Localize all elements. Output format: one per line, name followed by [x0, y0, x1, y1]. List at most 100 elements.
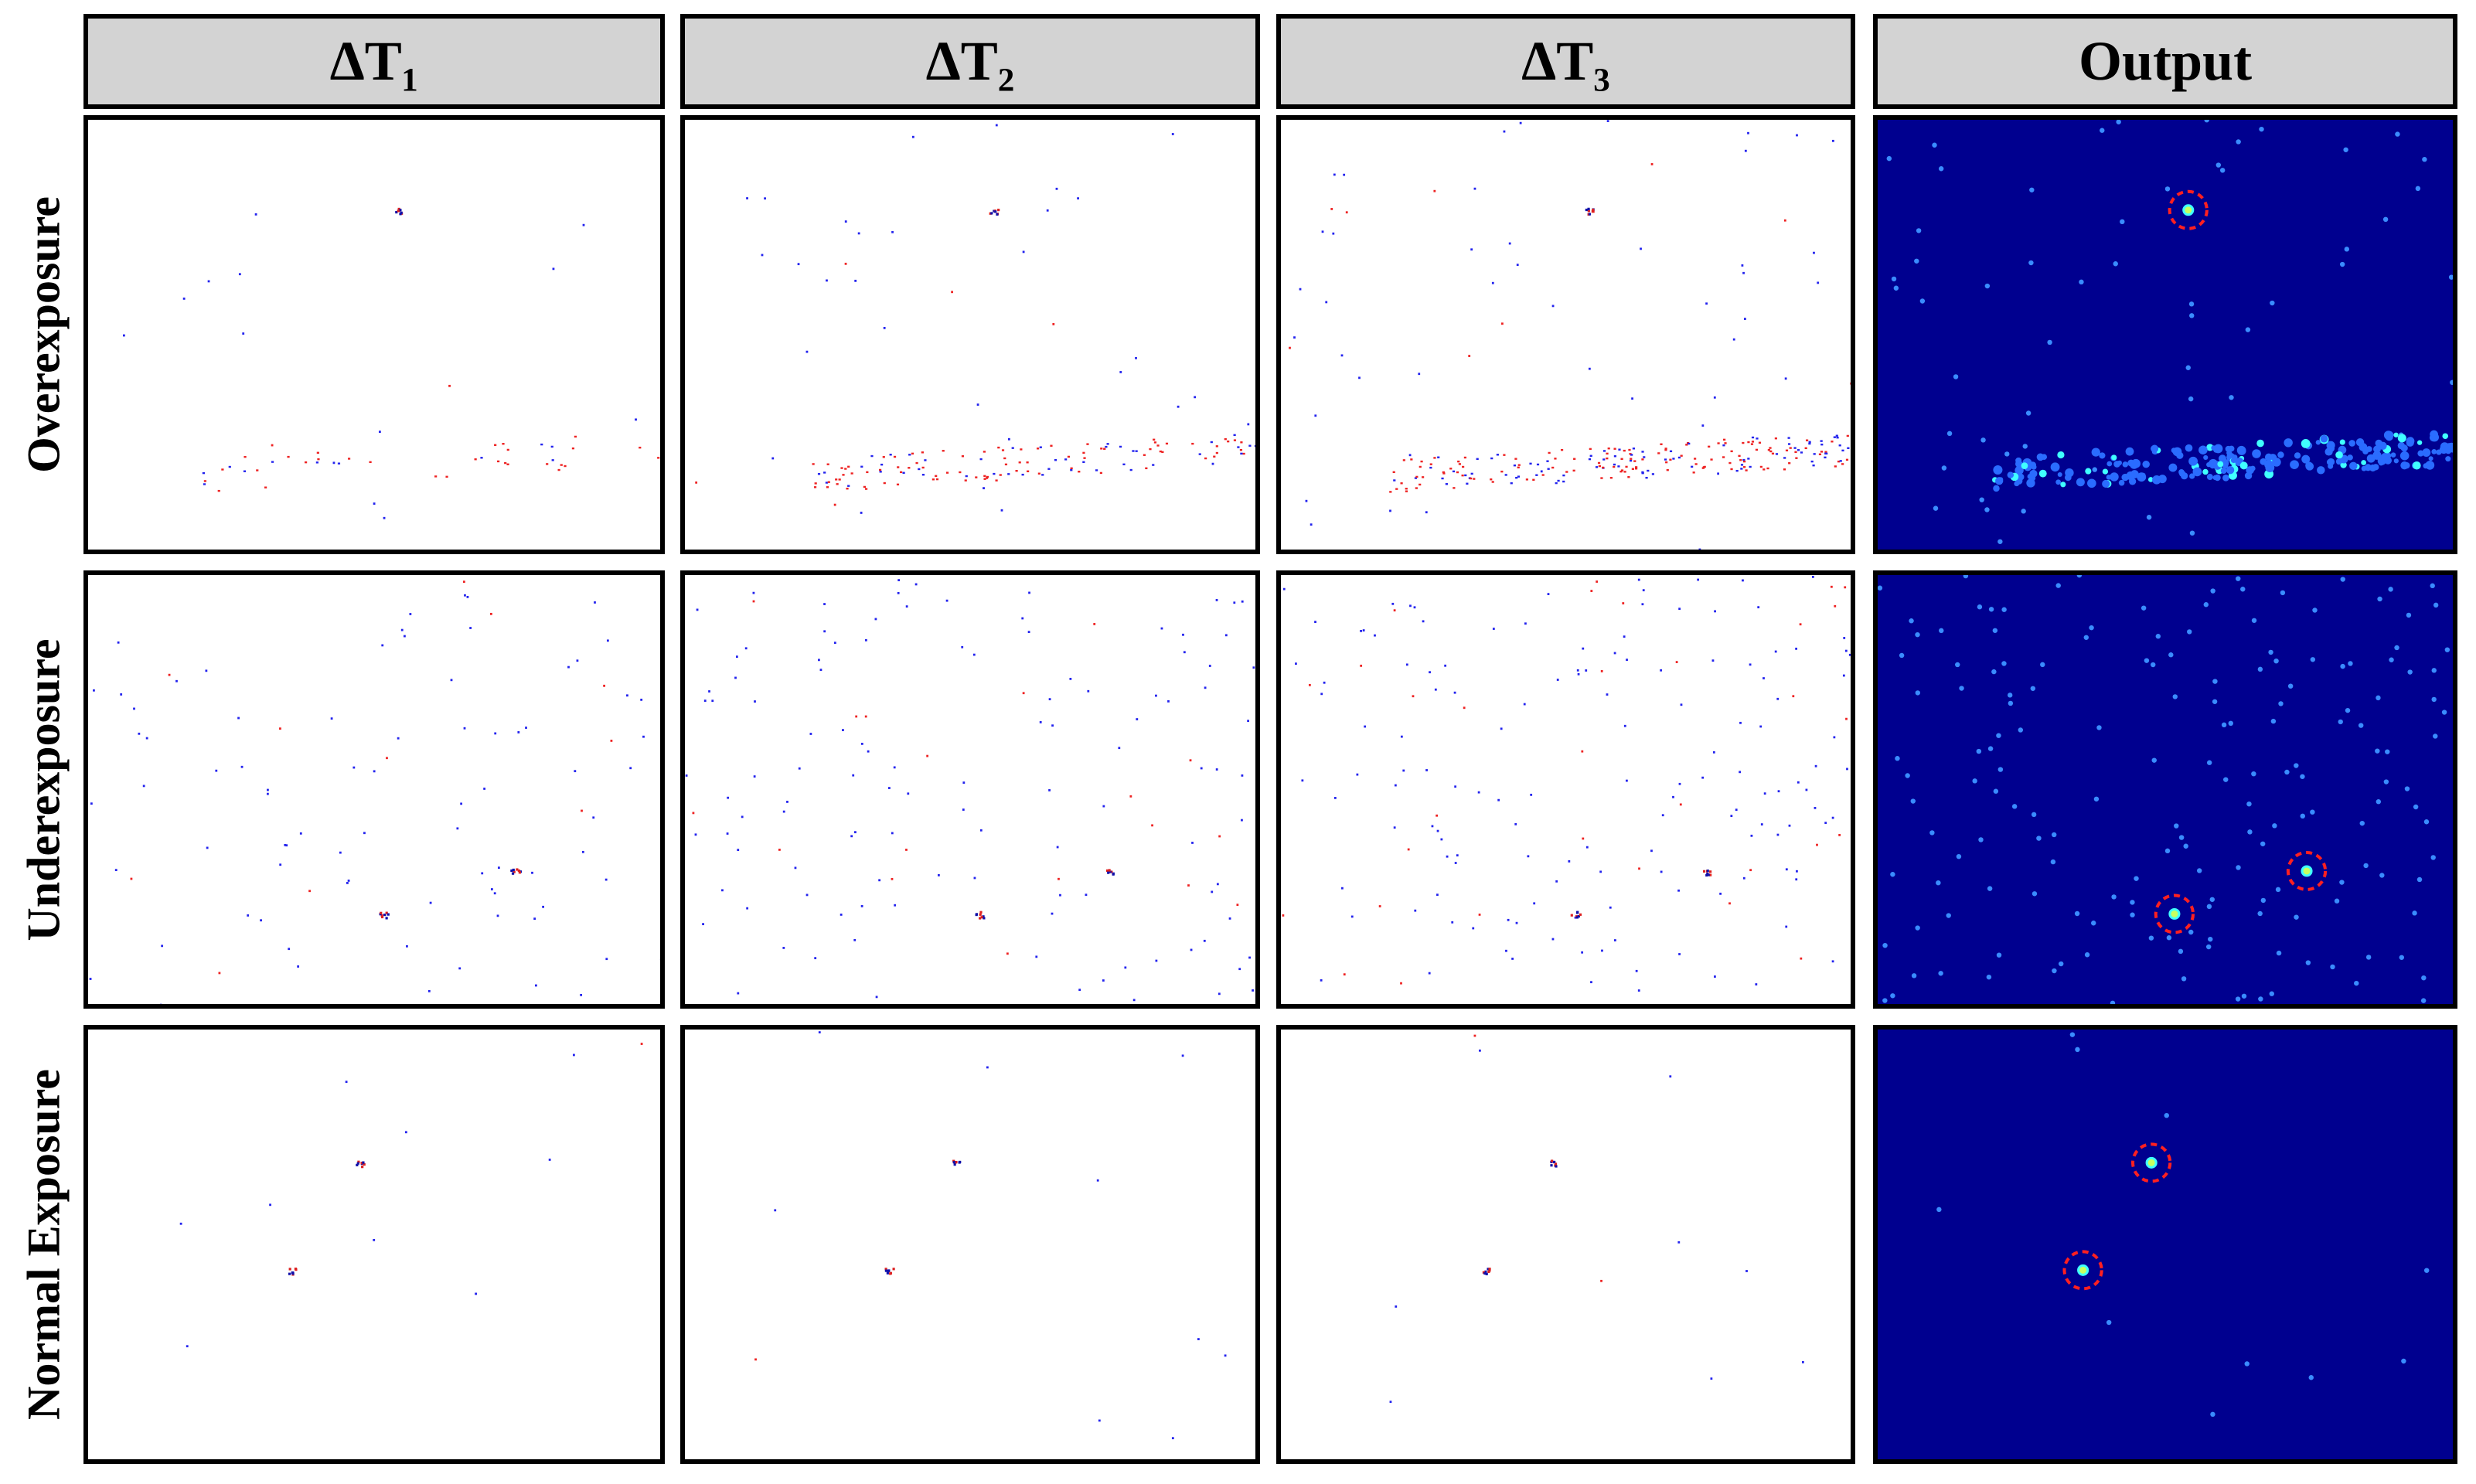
event-cluster — [983, 917, 986, 920]
spot — [2428, 456, 2433, 461]
event-cluster — [1109, 870, 1112, 873]
event-dot — [794, 866, 797, 870]
event-dot — [490, 888, 493, 890]
spot — [1979, 497, 1984, 502]
spot — [2134, 876, 2139, 881]
spot — [2335, 458, 2342, 465]
event-dot — [1191, 842, 1194, 844]
spot — [2202, 468, 2209, 475]
event-dot — [1562, 480, 1565, 483]
event-dot — [1233, 434, 1236, 437]
event-dot — [1507, 918, 1510, 921]
spot — [2272, 823, 2277, 829]
event-dot — [891, 832, 894, 835]
event-dot — [1669, 450, 1673, 453]
event-dot — [1632, 448, 1635, 450]
panel-image — [695, 124, 1255, 514]
event-dot — [466, 595, 469, 598]
event-dot — [1510, 482, 1513, 485]
spot — [2348, 440, 2355, 447]
event-dot — [1078, 989, 1081, 992]
event-dot — [823, 471, 826, 474]
event-dot — [117, 641, 120, 644]
event-dot — [1767, 448, 1770, 451]
event-cluster — [1570, 914, 1573, 917]
event-dot — [1739, 459, 1742, 461]
event-dot — [1697, 578, 1700, 581]
event-dot — [1405, 490, 1408, 492]
spot — [2310, 809, 2315, 815]
event-dot — [1843, 637, 1846, 639]
event-dot — [1429, 466, 1432, 469]
event-dot — [1837, 460, 1841, 463]
spot — [1890, 993, 1895, 999]
event-dot — [429, 901, 432, 904]
event-dot — [875, 996, 878, 999]
event-dot — [1771, 452, 1775, 455]
event-dot — [979, 458, 983, 461]
event-cluster — [517, 869, 520, 873]
spot — [2326, 441, 2335, 450]
spot — [2188, 929, 2194, 935]
event-dot — [1785, 449, 1789, 451]
event-dot — [1730, 468, 1733, 471]
spot — [2406, 612, 2412, 618]
event-dot — [533, 917, 536, 921]
event-dot — [1560, 448, 1564, 451]
event-dot — [1454, 862, 1457, 864]
event-dot — [874, 618, 877, 621]
event-dot — [1619, 470, 1623, 473]
event-dot — [1629, 459, 1633, 462]
event-dot — [847, 485, 850, 487]
event-dot — [1631, 397, 1633, 400]
spot — [2431, 668, 2437, 673]
event-dot — [1785, 868, 1788, 871]
event-dot — [995, 124, 998, 127]
event-dot — [1476, 458, 1479, 461]
event-dot — [1093, 623, 1096, 625]
event-dot — [1503, 454, 1506, 456]
event-dot — [269, 1203, 271, 1207]
event-cluster — [1706, 872, 1709, 876]
event-dot — [1415, 487, 1418, 489]
spot — [2344, 247, 2350, 252]
spot — [2312, 608, 2318, 613]
spot — [2130, 470, 2139, 478]
event-dot — [1511, 958, 1514, 960]
event-cluster — [294, 1268, 298, 1271]
event-dot — [1680, 454, 1683, 457]
event-dot — [138, 732, 141, 735]
event-dot — [363, 832, 366, 835]
event-dot — [1797, 781, 1800, 784]
event-dot — [1419, 483, 1422, 486]
event-dot — [1722, 444, 1725, 447]
event-cluster — [1487, 1268, 1490, 1271]
event-dot — [1420, 460, 1423, 463]
spot — [2130, 900, 2135, 905]
event-dot — [1479, 1049, 1481, 1052]
event-dot — [863, 485, 866, 488]
spot — [2433, 602, 2439, 608]
event-dot — [299, 832, 302, 835]
row-label: Underexposure — [18, 638, 70, 941]
event-dot — [1613, 465, 1616, 468]
event-dot — [317, 458, 320, 461]
event-dot — [1001, 449, 1005, 451]
event-dot — [964, 479, 967, 482]
spot — [2155, 634, 2161, 639]
spot — [1933, 505, 1939, 511]
event-dot — [373, 502, 376, 505]
event-dot — [1177, 405, 1180, 408]
event-dot — [483, 788, 486, 790]
event-dot — [1470, 477, 1473, 480]
event-dot — [1742, 458, 1745, 461]
event-dot — [1606, 457, 1609, 460]
event-dot — [626, 694, 628, 697]
event-dot — [1554, 458, 1557, 460]
spot — [2093, 796, 2100, 802]
event-dot — [1405, 488, 1408, 490]
event-dot — [1022, 250, 1025, 254]
spot — [2431, 449, 2437, 454]
event-dot — [1189, 759, 1192, 762]
